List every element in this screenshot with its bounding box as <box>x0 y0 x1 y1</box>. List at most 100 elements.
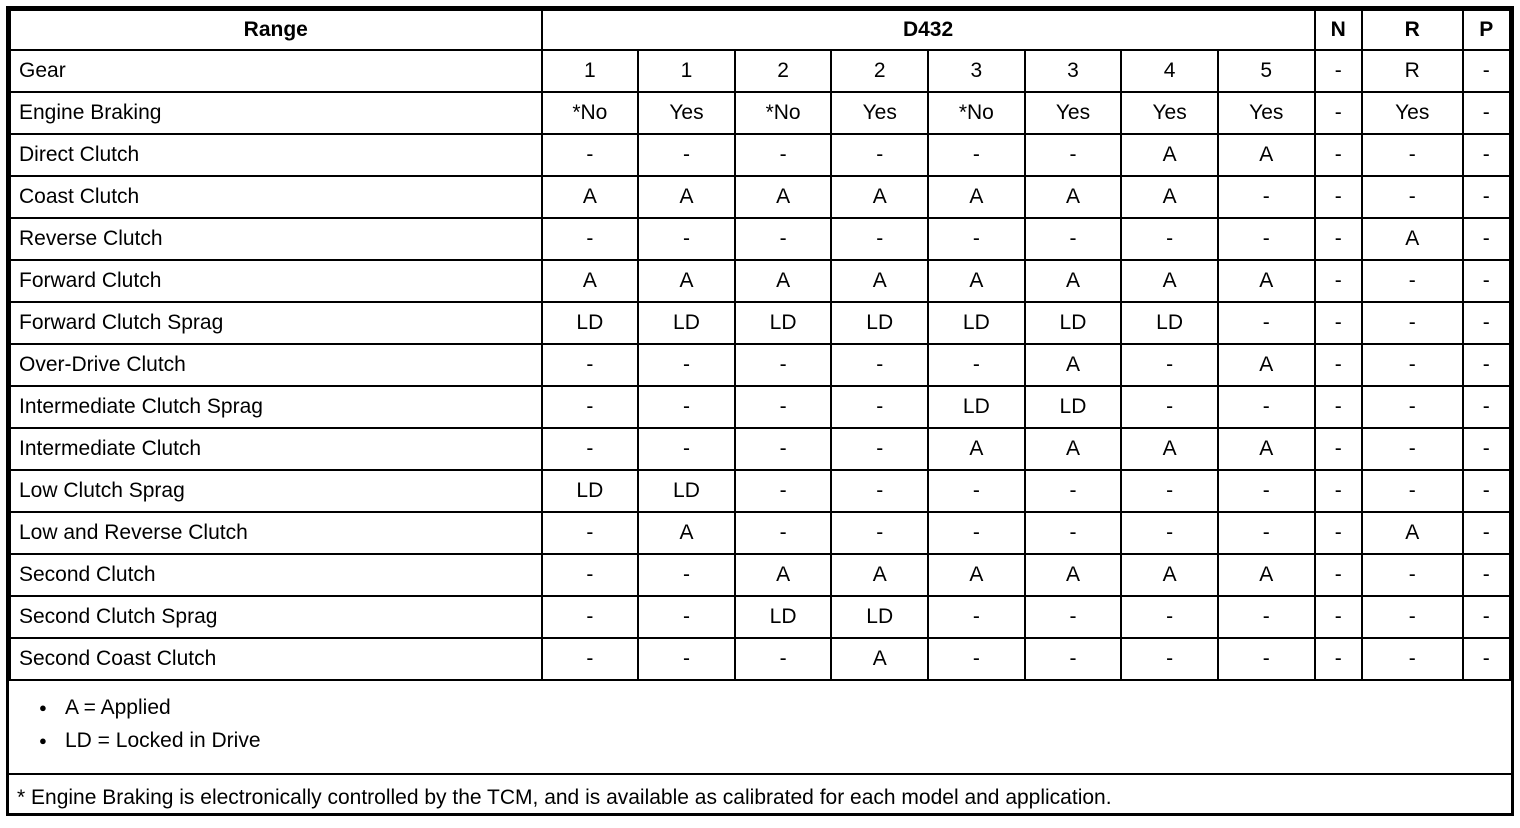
cell-value: - <box>1023 595 1123 639</box>
cell-value: - <box>637 385 736 429</box>
cell-value: A <box>1023 175 1123 219</box>
legend-text: LD = Locked in Drive <box>65 728 261 752</box>
cell-value: - <box>637 637 736 681</box>
row-label: Coast Clutch <box>9 175 543 219</box>
cell-value: LD <box>733 301 833 345</box>
cell-value: - <box>1313 217 1363 261</box>
cell-value: A <box>1360 511 1464 555</box>
row-label: Low Clutch Sprag <box>9 469 543 513</box>
cell-value: 4 <box>1120 49 1219 93</box>
cell-value: - <box>1216 301 1316 345</box>
row-label: Reverse Clutch <box>9 217 543 261</box>
cell-value: A <box>1216 259 1316 303</box>
cell-value: - <box>927 637 1026 681</box>
cell-value: A <box>733 259 833 303</box>
table-row: Low Clutch Sprag LD LD - - - - - - - - - <box>9 469 1512 513</box>
table-row: Low and Reverse Clutch - A - - - - - - - A - <box>9 511 1512 555</box>
cell-value: - <box>637 133 736 177</box>
cell-value: - <box>1461 343 1512 387</box>
cell-value: - <box>1461 553 1512 597</box>
cell-value: - <box>1023 133 1123 177</box>
reverse-header: R <box>1360 9 1464 51</box>
cell-value: A <box>540 259 640 303</box>
cell-value: - <box>1461 259 1512 303</box>
row-label: Second Clutch <box>9 553 543 597</box>
legend-text: A = Applied <box>65 695 171 719</box>
table-row: Forward Clutch A A A A A A A A - - - <box>9 259 1512 303</box>
cell-value: - <box>1313 133 1363 177</box>
cell-value: - <box>1216 175 1316 219</box>
cell-value: - <box>733 469 833 513</box>
cell-value: - <box>1360 343 1464 387</box>
row-label: Second Clutch Sprag <box>9 595 543 639</box>
cell-value: - <box>637 217 736 261</box>
row-label: Second Coast Clutch <box>9 637 543 681</box>
legend-notes: ● A = Applied ● LD = Locked in Drive <box>9 691 1511 757</box>
cell-value: - <box>1461 469 1512 513</box>
cell-value: LD <box>830 301 930 345</box>
table-row: Coast Clutch A A A A A A A - - - - <box>9 175 1512 219</box>
table-row: Over-Drive Clutch - - - - - A - A - - - <box>9 343 1512 387</box>
row-label: Gear <box>9 49 543 93</box>
cell-value: LD <box>1120 301 1219 345</box>
table-body: Gear 1 1 2 2 3 3 4 5- R - Engine Braking *No Yes *No Ye… <box>9 49 1512 681</box>
cell-value: A <box>1216 343 1316 387</box>
table-row: Intermediate Clutch - - - - A A A A - - - <box>9 427 1512 471</box>
cell-value: - <box>830 385 930 429</box>
table-row: Gear 1 1 2 2 3 3 4 5- R - <box>9 49 1512 93</box>
cell-value: - <box>1461 49 1512 93</box>
cell-value: - <box>927 217 1026 261</box>
cell-value: - <box>1360 175 1464 219</box>
cell-value: A <box>830 553 930 597</box>
cell-value: A <box>927 259 1026 303</box>
row-label: Engine Braking <box>9 91 543 135</box>
cell-value: - <box>830 343 930 387</box>
cell-value: - <box>1360 301 1464 345</box>
cell-value: LD <box>540 301 640 345</box>
cell-value: - <box>1461 175 1512 219</box>
cell-value: - <box>1461 595 1512 639</box>
cell-value: A <box>1023 553 1123 597</box>
cell-value: - <box>733 343 833 387</box>
cell-value: LD <box>637 301 736 345</box>
row-label: Forward Clutch Sprag <box>9 301 543 345</box>
cell-value: - <box>540 595 640 639</box>
cell-value: - <box>1216 637 1316 681</box>
cell-value: LD <box>927 301 1026 345</box>
cell-value: 1 <box>540 49 640 93</box>
row-label: Low and Reverse Clutch <box>9 511 543 555</box>
table-row: Forward Clutch Sprag LD LD LD LD LD LD LD - - - - <box>9 301 1512 345</box>
cell-value: A <box>1120 427 1219 471</box>
cell-value: - <box>1216 385 1316 429</box>
cell-value: - <box>540 385 640 429</box>
cell-value: Yes <box>1216 91 1316 135</box>
cell-value: 3 <box>927 49 1026 93</box>
cell-value: LD <box>1023 301 1123 345</box>
range-header: Range <box>9 9 543 51</box>
table-row: Second Clutch - - A A A A A A - - - <box>9 553 1512 597</box>
cell-value: - <box>1360 133 1464 177</box>
legend-list: ● A = Applied ● LD = Locked in Drive <box>39 691 1511 757</box>
cell-value: A <box>540 175 640 219</box>
cell-value: - <box>540 343 640 387</box>
cell-value: - <box>1313 301 1363 345</box>
cell-value: A <box>637 259 736 303</box>
cell-value: Yes <box>1120 91 1219 135</box>
cell-value: A <box>733 553 833 597</box>
cell-value: Yes <box>1360 91 1464 135</box>
cell-value: A <box>1023 343 1123 387</box>
cell-value: Yes <box>637 91 736 135</box>
cell-value: A <box>830 175 930 219</box>
cell-value: LD <box>1023 385 1123 429</box>
cell-value: A <box>830 637 930 681</box>
cell-value: - <box>1216 595 1316 639</box>
cell-value: A <box>637 175 736 219</box>
cell-value: A <box>637 511 736 555</box>
cell-value: - <box>830 427 930 471</box>
cell-value: LD <box>733 595 833 639</box>
cell-value: - <box>733 511 833 555</box>
cell-value: - <box>1461 637 1512 681</box>
cell-value: - <box>1313 469 1363 513</box>
cell-value: 1 <box>637 49 736 93</box>
cell-value: - <box>830 469 930 513</box>
